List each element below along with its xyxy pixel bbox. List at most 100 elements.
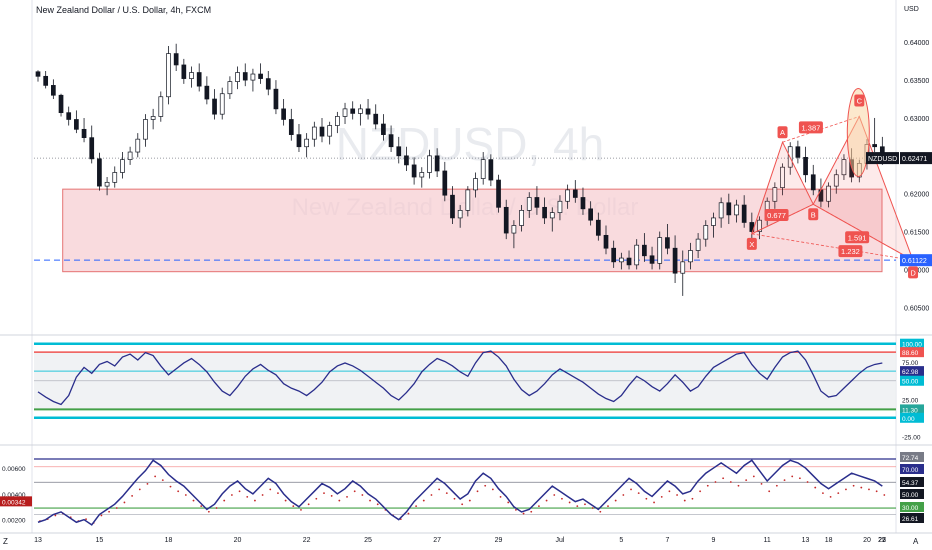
candle-body (580, 197, 586, 210)
osc1-line (37, 350, 883, 406)
osc2-signal-dot (323, 492, 325, 495)
osc2-signal-dot (415, 505, 418, 508)
candle-body (511, 225, 517, 234)
harmonic-label-x: X (749, 240, 754, 249)
osc2-signal-dot (637, 492, 640, 495)
candle-body (66, 112, 72, 120)
candle-body (51, 85, 56, 96)
osc2-signal-dot (438, 488, 441, 491)
osc2-signal-dot (798, 477, 801, 480)
candle-body (250, 73, 256, 81)
candle-body (181, 64, 187, 79)
osc2-signal-dot (737, 484, 740, 487)
candle-body (43, 75, 49, 86)
candle-body (158, 96, 164, 117)
candle-body (595, 219, 601, 236)
osc2-signal-dot (722, 477, 725, 480)
osc2-signal-dot (169, 485, 172, 488)
candle-body (519, 209, 524, 226)
osc2-signal-dot (860, 486, 863, 489)
osc2-signal-dot (238, 490, 241, 493)
osc2-signal-dot (277, 492, 279, 495)
osc2-right-badge (900, 489, 924, 499)
osc1-tick-badge (900, 338, 924, 349)
timezone-toggle[interactable]: Z (3, 537, 8, 546)
osc2-tick-label: 0.00600 (2, 466, 26, 473)
osc1-tick-badge (900, 366, 924, 377)
harmonic-ratio-bd-bg (845, 231, 870, 244)
candle-body (189, 72, 194, 79)
candle-body (219, 93, 225, 115)
candle-body (112, 172, 118, 183)
last-price-symbol-bg (866, 152, 899, 165)
osc2-left-badge: 0.00342 (2, 499, 26, 506)
candle-body (143, 119, 148, 140)
candle-body (150, 116, 156, 120)
candle-body (97, 158, 102, 187)
osc1-tick-label: 11.30 (902, 407, 918, 414)
osc2-right-badge (900, 513, 924, 523)
osc2-signal-dot (369, 499, 371, 502)
osc2-tick-label: 0.00200 (2, 518, 26, 525)
candle-body (795, 146, 801, 158)
candle-body (335, 116, 340, 126)
candle-body (526, 197, 532, 211)
osc2-signal-dot (576, 505, 579, 508)
candle-body (626, 257, 632, 266)
time-tick-label: 5 (619, 537, 623, 544)
demand-zone (62, 188, 883, 273)
osc2-signal-dot (561, 497, 563, 500)
osc2-signal-dot (215, 507, 218, 509)
candle-body (227, 81, 233, 95)
auto-scale-toggle[interactable]: A (913, 537, 919, 546)
candle-body (388, 134, 394, 148)
osc2-signal-dot (269, 488, 272, 491)
osc2-signal-dot (729, 481, 732, 483)
candle-body (135, 138, 141, 153)
harmonic-ratio-ac: 1.387 (802, 123, 821, 132)
osc2-signal-dot (775, 484, 778, 487)
osc2-signal-dot (154, 475, 157, 478)
candle-body (242, 72, 248, 81)
candle-body (419, 172, 425, 178)
harmonic-ratio-xd: 1.232 (841, 247, 860, 256)
last-price-badge-bg (900, 152, 932, 165)
time-tick-label: 13 (802, 537, 810, 544)
candle-body (503, 206, 509, 234)
osc2-signal-dot (300, 508, 302, 511)
last-price-symbol: NZDUSD (868, 156, 897, 163)
harmonic-label-a-bg (777, 126, 788, 139)
candle-body (173, 53, 179, 66)
harmonic-ratio-xd-bg (838, 245, 863, 258)
candle-body (104, 181, 110, 187)
osc2-signal-dot (131, 495, 134, 497)
time-tick-label: 22 (878, 537, 886, 544)
osc2-signal-dot (499, 495, 502, 498)
osc2-signal-dot (875, 490, 878, 493)
osc1-tick-label: 25.00 (902, 397, 919, 404)
candle-body (672, 247, 678, 274)
osc2-signal-dot (207, 510, 210, 513)
candle-body (634, 244, 640, 266)
harmonic-ratio-ac-bg (798, 121, 823, 134)
osc2-signal-dot (338, 499, 341, 502)
osc1-tick-label: 0.00 (902, 416, 915, 423)
osc2-signal-dot (146, 482, 149, 485)
osc2-signal-dot (461, 503, 464, 506)
time-tick-label: 20 (234, 537, 242, 544)
harmonic-ratio-bd: 1.591 (848, 233, 867, 242)
osc2-signal-dot (752, 475, 755, 478)
osc2-signal-dot (507, 501, 510, 504)
line-price-badge-bg (900, 254, 932, 267)
watermark-symbol: NZDUSD, 4h (336, 118, 604, 170)
harmonic-label-x-bg (746, 237, 757, 250)
osc2-right-label: 50.00 (902, 492, 919, 499)
osc2-right-label: 30.00 (902, 505, 919, 512)
osc2-signal-dot (376, 503, 379, 506)
candle-body (373, 113, 379, 125)
osc2-signal-dot (85, 518, 87, 521)
osc1-tick-label: 88.60 (902, 350, 919, 357)
candle-body (381, 123, 386, 135)
candle-body (120, 159, 125, 173)
